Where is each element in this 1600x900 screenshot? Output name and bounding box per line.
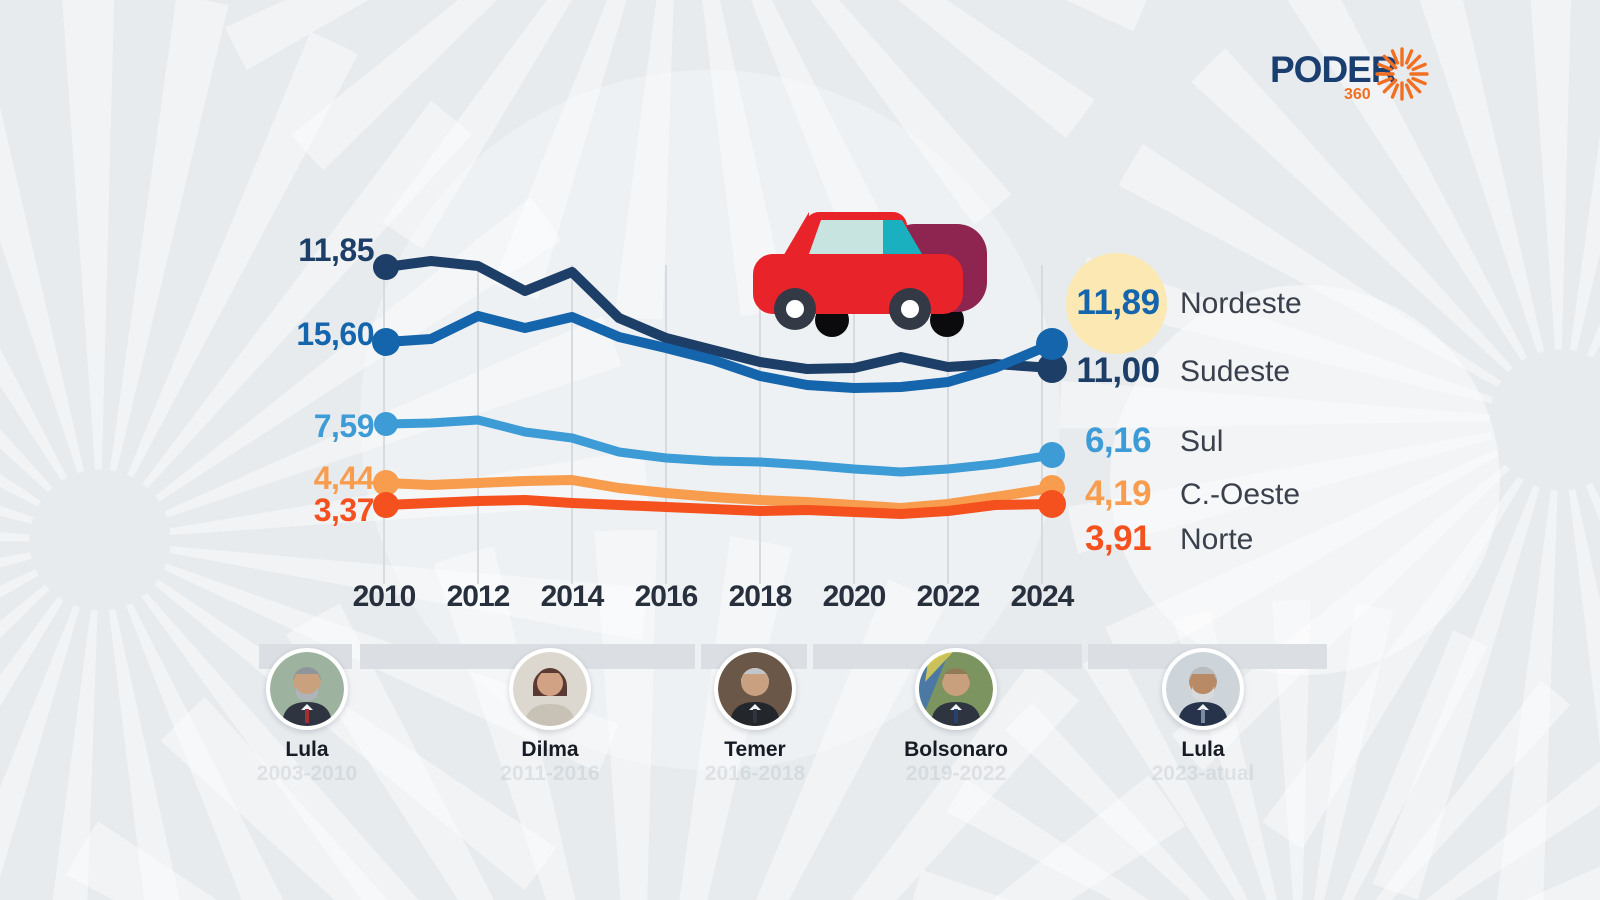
president-term: 2016-2018 <box>704 762 806 785</box>
end-value-coeste: 4,19 <box>1084 474 1152 513</box>
x-tick-2018: 2018 <box>728 580 793 613</box>
start-dot-Norte <box>373 492 399 518</box>
series-line-C.-Oeste <box>381 475 1057 513</box>
president-lula-1: Lula 2003-2010 <box>227 648 387 785</box>
president-temer: Temer 2016-2018 <box>675 648 835 785</box>
series-line-Sul <box>381 415 1057 477</box>
x-tick-2012: 2012 <box>446 580 511 613</box>
region-label-norte: Norte <box>1180 523 1254 556</box>
end-dot-C.-Oeste <box>1039 475 1065 501</box>
start-dot-Nordeste <box>372 328 400 356</box>
region-label-nordeste: Nordeste <box>1180 287 1302 320</box>
sunburst-decoration <box>180 0 1180 320</box>
region-label-sul: Sul <box>1180 425 1224 458</box>
president-name: Bolsonaro <box>904 738 1008 761</box>
region-label-sudeste: Sudeste <box>1180 355 1291 388</box>
logo-360-label: 360 <box>1344 86 1371 103</box>
x-tick-2014: 2014 <box>540 580 605 613</box>
end-value-sul: 6,16 <box>1084 421 1152 460</box>
x-tick-2016: 2016 <box>634 580 699 613</box>
president-dilma: Dilma 2011-2016 <box>470 648 630 785</box>
poder360-logo: PODER 360 <box>1270 46 1440 106</box>
logo-sunburst-icon <box>1375 47 1429 101</box>
end-value-nordeste: 11,89 <box>1076 283 1160 322</box>
avatar <box>1162 648 1244 730</box>
avatar <box>915 648 997 730</box>
x-tick-2024: 2024 <box>1010 580 1075 613</box>
x-tick-2022: 2022 <box>916 580 981 613</box>
president-name: Dilma <box>521 738 579 761</box>
president-name: Temer <box>724 738 786 761</box>
end-dot-Norte <box>1038 490 1066 518</box>
president-term: 2019-2022 <box>905 762 1007 785</box>
x-tick-2020: 2020 <box>822 580 887 613</box>
region-label-coeste: C.-Oeste <box>1180 478 1301 511</box>
avatar <box>714 648 796 730</box>
start-value-sudeste: 11,85 <box>298 232 374 268</box>
president-name: Lula <box>285 738 329 761</box>
end-dot-Sudeste <box>1037 353 1067 383</box>
logo-wordmark: PODER <box>1270 49 1398 90</box>
avatar <box>266 648 348 730</box>
series-line-Norte <box>381 495 1057 519</box>
end-dot-Sul <box>1039 442 1065 468</box>
president-lula-2: Lula 2023-atual <box>1123 648 1283 785</box>
end-dot-Nordeste <box>1036 328 1068 360</box>
start-value-sul: 7,59 <box>313 408 375 444</box>
president-term: 2003-2010 <box>256 762 358 785</box>
car-icon <box>753 212 987 337</box>
president-term: 2011-2016 <box>500 762 600 785</box>
start-dot-C.-Oeste <box>373 470 399 496</box>
start-value-norte: 3,37 <box>313 492 375 528</box>
president-name: Lula <box>1181 738 1225 761</box>
avatar <box>509 648 591 730</box>
president-term: 2023-atual <box>1151 762 1255 785</box>
start-dot-Sudeste <box>373 254 399 280</box>
start-dot-Sul <box>374 412 398 436</box>
end-value-norte: 3,91 <box>1084 519 1152 558</box>
start-value-coeste: 4,44 <box>313 460 375 496</box>
x-tick-2010: 2010 <box>352 580 417 613</box>
president-bolsonaro: Bolsonaro 2019-2022 <box>876 648 1036 785</box>
start-value-nordeste: 15,60 <box>296 316 374 352</box>
end-value-sudeste: 11,00 <box>1076 351 1160 390</box>
